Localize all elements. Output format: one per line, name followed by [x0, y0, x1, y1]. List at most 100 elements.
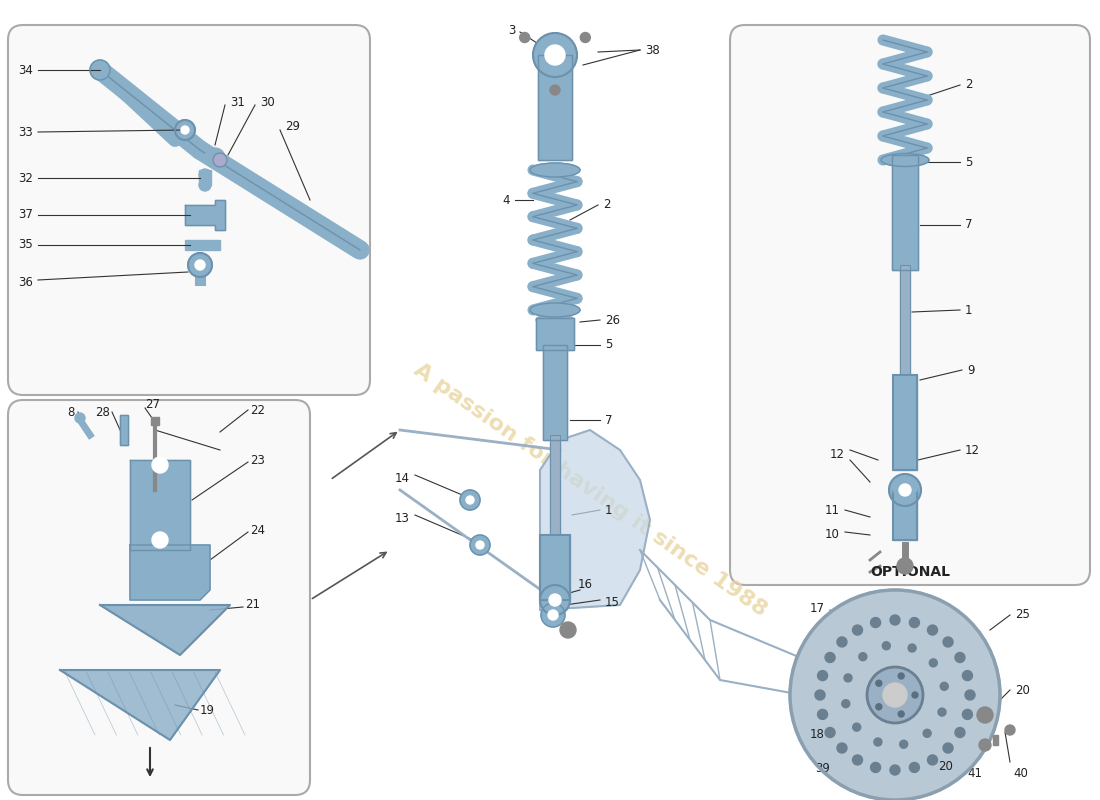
Bar	[550, 435, 560, 540]
Circle shape	[152, 457, 168, 473]
Text: 12: 12	[965, 443, 980, 457]
Text: 22: 22	[250, 403, 265, 417]
Circle shape	[790, 590, 1000, 800]
Text: 36: 36	[18, 275, 33, 289]
Text: 25: 25	[1015, 609, 1030, 622]
Circle shape	[466, 496, 474, 504]
Text: 14: 14	[395, 471, 410, 485]
Circle shape	[910, 762, 920, 773]
Text: 31: 31	[230, 95, 245, 109]
Polygon shape	[130, 460, 190, 550]
Bar	[536, 318, 574, 350]
Text: 28: 28	[95, 406, 110, 418]
Text: 23: 23	[250, 454, 265, 466]
Circle shape	[548, 610, 558, 620]
Circle shape	[476, 541, 484, 549]
Text: 35: 35	[19, 238, 33, 251]
FancyBboxPatch shape	[730, 25, 1090, 585]
Circle shape	[927, 755, 937, 765]
Bar	[900, 265, 910, 380]
Text: 24: 24	[250, 523, 265, 537]
Circle shape	[859, 653, 867, 661]
Text: 5: 5	[965, 155, 972, 169]
Text: 15: 15	[605, 595, 620, 609]
Bar	[151, 417, 160, 425]
Text: 21: 21	[245, 598, 260, 611]
Circle shape	[75, 413, 85, 423]
Text: 41: 41	[968, 767, 982, 780]
Circle shape	[977, 707, 993, 723]
Text: 12: 12	[830, 449, 845, 462]
Circle shape	[873, 738, 882, 746]
Text: 7: 7	[965, 218, 972, 231]
Polygon shape	[100, 605, 230, 655]
Bar	[120, 415, 128, 445]
Bar	[538, 55, 572, 160]
Circle shape	[817, 670, 827, 681]
Bar	[893, 490, 917, 540]
Circle shape	[912, 692, 918, 698]
Circle shape	[943, 743, 953, 753]
Bar	[893, 375, 917, 470]
Circle shape	[890, 615, 900, 625]
Text: 11: 11	[825, 503, 840, 517]
Circle shape	[962, 670, 972, 681]
Text: 1: 1	[965, 303, 972, 317]
Circle shape	[876, 704, 882, 710]
Bar	[536, 318, 574, 350]
FancyBboxPatch shape	[8, 25, 370, 395]
Circle shape	[883, 683, 908, 707]
Circle shape	[940, 682, 948, 690]
Circle shape	[943, 637, 953, 647]
Circle shape	[889, 474, 921, 506]
Ellipse shape	[893, 485, 917, 495]
Text: 3: 3	[508, 23, 516, 37]
Text: 34: 34	[18, 63, 33, 77]
Bar	[543, 345, 566, 440]
Circle shape	[852, 723, 860, 731]
Circle shape	[899, 673, 904, 679]
Text: OPTIONAL: OPTIONAL	[870, 565, 950, 579]
Circle shape	[899, 484, 911, 496]
Text: A passion for having it since 1988: A passion for having it since 1988	[410, 360, 770, 620]
Bar	[199, 170, 211, 185]
Circle shape	[90, 60, 110, 80]
Circle shape	[896, 558, 913, 574]
Bar	[892, 155, 918, 270]
Circle shape	[852, 755, 862, 765]
Text: 29: 29	[285, 121, 300, 134]
Circle shape	[962, 710, 972, 719]
Polygon shape	[185, 200, 226, 230]
Text: 17: 17	[810, 602, 825, 614]
Bar	[540, 535, 570, 600]
Circle shape	[870, 762, 881, 773]
Text: 7: 7	[605, 414, 613, 426]
Bar	[540, 535, 570, 600]
Bar	[538, 55, 572, 160]
Circle shape	[979, 739, 991, 751]
Circle shape	[544, 45, 565, 65]
Ellipse shape	[881, 154, 930, 166]
Text: 18: 18	[810, 729, 825, 742]
Text: 37: 37	[18, 209, 33, 222]
Circle shape	[199, 179, 211, 191]
Bar	[543, 345, 566, 440]
Text: 16: 16	[578, 578, 593, 591]
Text: 4: 4	[503, 194, 510, 206]
Text: 20: 20	[938, 761, 953, 774]
Circle shape	[534, 33, 578, 77]
Bar	[120, 415, 128, 445]
Text: 5: 5	[605, 338, 613, 351]
Circle shape	[205, 148, 225, 168]
Text: 1: 1	[605, 503, 613, 517]
Bar	[900, 265, 910, 380]
Circle shape	[188, 253, 212, 277]
Circle shape	[900, 740, 908, 748]
Ellipse shape	[536, 314, 574, 326]
FancyBboxPatch shape	[8, 400, 310, 795]
Text: 19: 19	[200, 703, 214, 717]
Bar	[550, 435, 560, 540]
Circle shape	[182, 126, 189, 134]
Circle shape	[825, 727, 835, 738]
Circle shape	[842, 700, 850, 708]
